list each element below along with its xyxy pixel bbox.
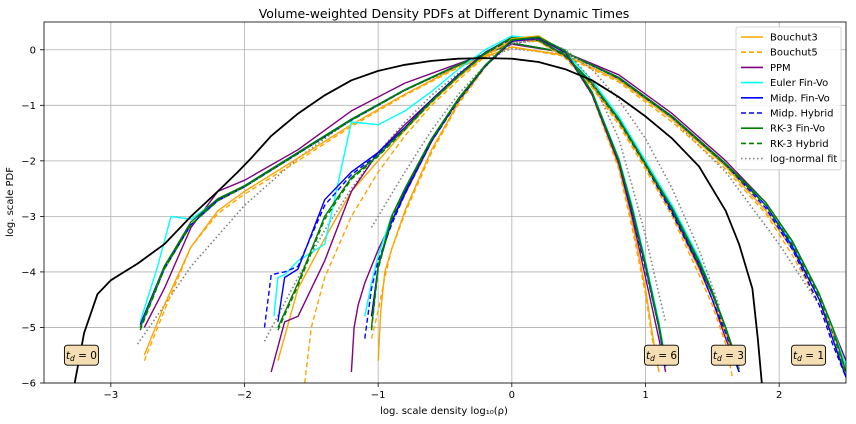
series-line-rk-3-hybrid-1 <box>139 42 846 375</box>
y-tick-label: −1 <box>21 101 36 112</box>
x-tick-label: −1 <box>371 390 386 401</box>
time-label-text: td = 3 <box>713 350 744 363</box>
x-tick-label: −3 <box>103 390 118 401</box>
time-label-box: td = 0 <box>63 344 99 366</box>
x-tick-label: −2 <box>237 390 252 401</box>
time-label-text: td = 1 <box>793 350 824 363</box>
series-line-midp-fin-vo-6 <box>370 36 667 367</box>
time-label-background <box>710 344 746 366</box>
time-label-box: td = 3 <box>710 344 746 366</box>
time-label-text: td = 6 <box>646 350 677 363</box>
legend-label: Bouchut3 <box>770 33 818 44</box>
y-axis-label: log. scale PDF <box>5 167 16 237</box>
legend-entry: Bouchut5 <box>741 48 818 59</box>
series-line-midp-hybrid-3 <box>263 38 740 373</box>
legend-label: log-normal fit <box>770 154 837 165</box>
time-label-box: td = 6 <box>644 344 679 366</box>
axis-ticks: −3 −2 −1 0 1 2 −6 −5 −4 −3 −2 −1 0 <box>21 45 782 401</box>
series-line-bouchut5-6 <box>370 35 660 373</box>
x-tick-label: 2 <box>776 390 782 401</box>
legend-label: Bouchut5 <box>770 48 818 59</box>
series-line-rk-3-fin-vo-1 <box>139 42 846 373</box>
legend-entry: Midp. Fin-Vo <box>741 93 830 104</box>
chart-title: Volume-weighted Density PDFs at Differen… <box>259 6 630 21</box>
legend-entry: log-normal fit <box>741 154 837 165</box>
time-label-background <box>63 344 99 366</box>
time-labels: td = 0 td = 6 td = 3 td = 1 <box>63 344 827 366</box>
series-line-bouchut5-1 <box>143 46 846 373</box>
time-label-text: td = 0 <box>66 350 97 363</box>
y-tick-label: −6 <box>21 379 36 390</box>
legend: Bouchut3 Bouchut5 PPM Euler Fin-Vo Midp. Fin… <box>735 26 842 171</box>
series-line-td0-black <box>73 57 763 383</box>
legend-entry: PPM <box>741 63 791 74</box>
y-tick-label: −3 <box>21 212 36 223</box>
legend-entry: Midp. Hybrid <box>741 109 833 120</box>
series-line-log-normal-fit-6 <box>370 37 667 323</box>
legend-label: Euler Fin-Vo <box>770 78 828 89</box>
y-tick-label: −4 <box>21 267 36 278</box>
x-tick-label: 1 <box>642 390 648 401</box>
time-label-background <box>791 344 827 366</box>
time-label-background <box>644 344 679 366</box>
series-line-bouchut5-3 <box>304 39 734 383</box>
series-line-log-normal-fit-3 <box>263 40 720 342</box>
x-tick-label: 0 <box>509 390 515 401</box>
legend-label: Midp. Hybrid <box>770 109 833 120</box>
legend-label: Midp. Fin-Vo <box>770 93 830 104</box>
legend-entry: Bouchut3 <box>741 33 818 44</box>
y-tick-label: 0 <box>30 45 36 56</box>
legend-box <box>735 26 842 171</box>
y-tick-label: −5 <box>21 323 36 334</box>
legend-entry: Euler Fin-Vo <box>741 78 828 89</box>
legend-label: RK-3 Fin-Vo <box>770 124 825 135</box>
series-line-rk-3-hybrid-6 <box>370 36 667 364</box>
series-line-midp-hybrid-1 <box>139 42 846 378</box>
x-axis-label: log. scale density log₁₀(ρ) <box>380 406 508 417</box>
time-label-box: td = 1 <box>791 344 827 366</box>
plot-curves <box>73 35 846 383</box>
legend-entry: RK-3 Hybrid <box>741 139 829 150</box>
y-tick-label: −2 <box>21 156 36 167</box>
legend-label: PPM <box>770 63 791 74</box>
legend-label: RK-3 Hybrid <box>770 139 829 150</box>
legend-entry: RK-3 Fin-Vo <box>741 124 825 135</box>
plot-frame <box>43 21 847 384</box>
